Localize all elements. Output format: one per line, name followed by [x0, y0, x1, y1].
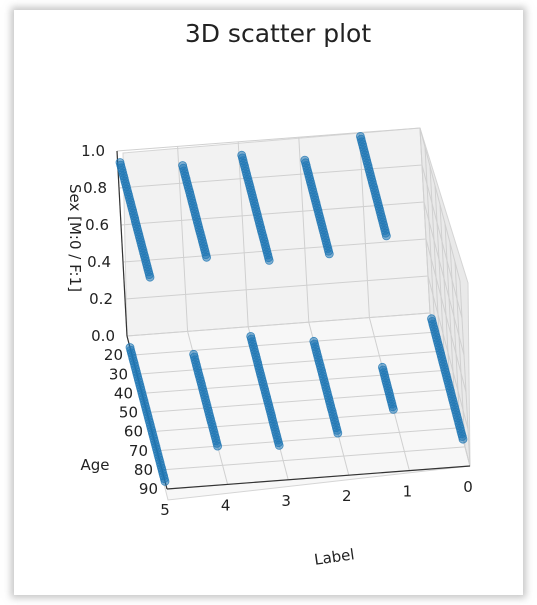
x-tick-label: 0	[463, 478, 473, 496]
data-point	[324, 249, 334, 259]
grid-line-sex	[116, 127, 421, 152]
grid-line-sex	[427, 275, 469, 430]
data-point	[160, 476, 170, 486]
x-tick-label: 5	[160, 501, 170, 519]
chart-title: 3D scatter plot	[185, 19, 372, 48]
data-point	[458, 434, 468, 444]
x-axis-label: Label	[313, 545, 356, 568]
grid-line-age	[459, 280, 471, 467]
x-tick-label: 2	[342, 487, 352, 505]
data-point	[264, 255, 274, 265]
grid-line-sex	[419, 127, 461, 282]
grid-line-age	[439, 204, 451, 390]
z-tick-label: 0.4	[87, 253, 111, 271]
grid-line-age	[156, 427, 461, 452]
y-tick-label: 40	[114, 384, 133, 402]
z-tick-label: 0.6	[85, 216, 109, 234]
grid-line-age	[141, 369, 446, 394]
data-point	[274, 440, 284, 450]
grid-line-age	[151, 408, 456, 433]
data-point	[202, 252, 212, 262]
y-tick-label: 20	[104, 346, 123, 364]
z-tick-label: 1.0	[81, 142, 105, 160]
grid-line-sex	[425, 238, 467, 393]
y-tick-label: 70	[129, 442, 148, 460]
z-tick-label: 0.0	[91, 327, 115, 345]
x-axis-line	[166, 465, 471, 490]
grid-line-age	[136, 350, 441, 375]
z-tick-label: 0.2	[89, 290, 113, 308]
grid-line-label	[358, 132, 370, 318]
z-tick-label: 0.8	[83, 179, 107, 197]
grid-line-label	[177, 146, 189, 332]
grid-line-age	[146, 389, 451, 413]
x-tick-label: 1	[403, 483, 413, 501]
grid-line-age	[434, 185, 446, 371]
data-point	[388, 404, 398, 414]
grid-line-age	[454, 261, 466, 447]
grid-line-sex	[120, 201, 425, 226]
data-point	[381, 231, 391, 241]
y-tick-label: 80	[134, 461, 153, 479]
z-axis-label: Sex [M:0 / F:1]	[66, 184, 84, 292]
grid-line-sex	[122, 238, 427, 263]
grid-line-label	[419, 127, 431, 314]
data-point	[213, 441, 223, 451]
floor-pane	[126, 312, 471, 501]
z-axis-line	[116, 150, 128, 337]
grid-line-age	[424, 147, 436, 333]
data-point	[145, 272, 155, 282]
grid-line-label	[237, 141, 249, 327]
y-tick-label: 60	[124, 423, 143, 441]
data-point	[333, 428, 343, 438]
y-tick-label: 30	[109, 365, 128, 383]
grid-line-age	[429, 166, 441, 352]
grid-line-sex	[124, 275, 429, 300]
grid-line-age	[161, 446, 466, 471]
grid-line-age	[131, 331, 436, 356]
grid-line-age	[449, 242, 461, 428]
y-tick-label: 90	[139, 480, 158, 498]
grid-line-sex	[421, 164, 463, 319]
grid-line-sex	[126, 312, 431, 337]
x-tick-label: 4	[221, 496, 231, 514]
y-axis-label: Age	[80, 456, 109, 474]
grid-line-sex	[423, 201, 465, 356]
data-points	[115, 131, 468, 486]
grid-line-label	[298, 137, 310, 323]
grid-line-age	[444, 223, 456, 409]
y-tick-label: 50	[119, 404, 138, 422]
x-tick-label: 3	[281, 492, 291, 510]
